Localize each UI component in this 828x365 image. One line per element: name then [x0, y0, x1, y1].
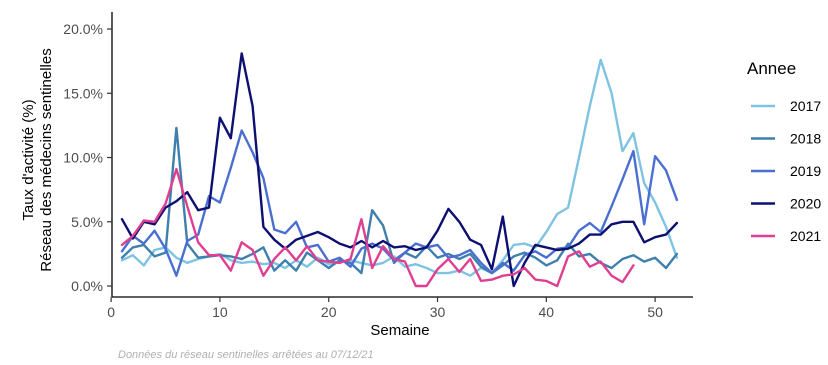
series-line-2021	[120, 167, 635, 288]
x-tick-label: 30	[430, 304, 446, 320]
series-lines	[120, 52, 679, 288]
legend-label-2020: 2020	[790, 196, 821, 212]
legend-label-2021: 2021	[790, 228, 821, 244]
y-axis-title-line-2: Réseau des médecins sentinelles	[38, 48, 55, 271]
x-axis-title: Semaine	[370, 322, 429, 339]
y-tick-label: 15.0%	[63, 85, 103, 101]
y-tick-label: 5.0%	[71, 214, 103, 230]
legend-label-2019: 2019	[790, 163, 821, 179]
y-tick-label: 0.0%	[71, 278, 103, 294]
x-tick-label: 0	[107, 304, 115, 320]
series-line-2019	[120, 129, 679, 277]
x-tick-label: 10	[212, 304, 228, 320]
legend-label-2017: 2017	[790, 98, 821, 114]
y-axis-ticks: 0.0% 5.0% 10.0% 15.0% 20.0%	[63, 21, 112, 294]
legend-title: Annee	[747, 59, 796, 78]
legend-label-2018: 2018	[790, 131, 821, 147]
series-line-2017	[120, 58, 679, 277]
axes	[111, 12, 693, 298]
legend: 2017 2018 2019 2020 2021	[751, 98, 821, 244]
x-tick-label: 20	[321, 304, 337, 320]
x-tick-label: 40	[539, 304, 555, 320]
y-tick-label: 20.0%	[63, 21, 103, 37]
y-tick-label: 10.0%	[63, 150, 103, 166]
data-caption: Données du réseau sentinelles arrêtées a…	[118, 349, 374, 361]
y-axis-title-line-1: Taux d'activité (%)	[20, 99, 37, 220]
x-tick-label: 50	[647, 304, 663, 320]
series-line-2020	[120, 52, 679, 288]
x-axis-ticks: 0 10 20 30 40 50	[107, 297, 663, 320]
